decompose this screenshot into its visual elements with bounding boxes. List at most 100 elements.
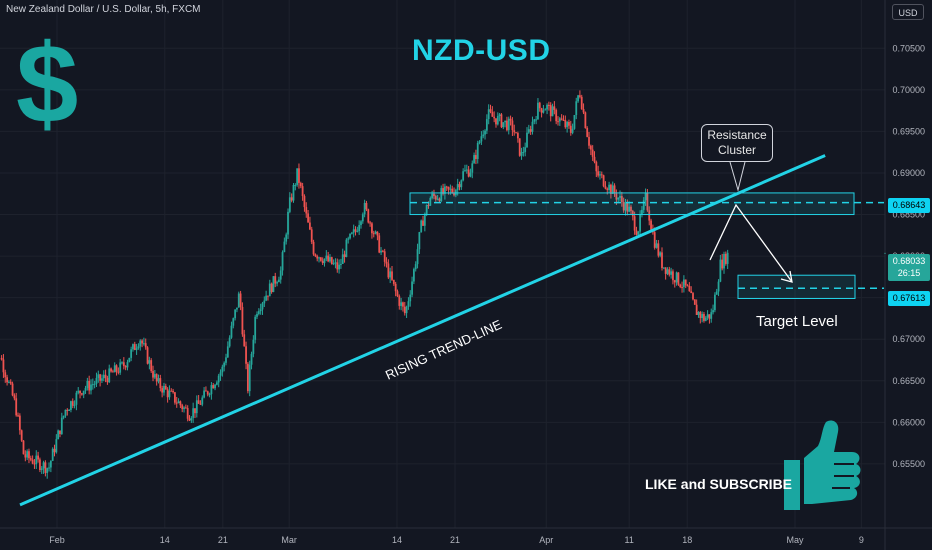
candle-body — [135, 348, 138, 351]
projection-arrowhead — [780, 270, 793, 283]
candle-body — [644, 192, 647, 201]
y-tick-label: 0.69000 — [892, 168, 925, 178]
candle-body — [37, 455, 39, 460]
candle-body — [277, 279, 280, 283]
candle-body — [31, 459, 34, 464]
candle-body — [537, 102, 539, 120]
candle-body — [330, 257, 333, 265]
candle-body — [610, 184, 612, 194]
candle-body — [9, 381, 12, 384]
candle-body — [314, 254, 317, 257]
candle-body — [223, 362, 226, 367]
candle-body — [662, 267, 665, 269]
candle-body — [276, 282, 278, 284]
candle-body — [179, 401, 182, 406]
candle-body — [509, 118, 512, 121]
candle-body — [2, 359, 5, 373]
candle-body — [111, 371, 114, 373]
candle-body — [59, 430, 61, 435]
candle-body — [531, 121, 534, 132]
candle-body — [316, 256, 319, 259]
candle-body — [547, 104, 550, 106]
candle-body — [146, 347, 149, 364]
candle-body — [717, 281, 720, 292]
candle-body — [93, 383, 96, 385]
candle-body — [71, 401, 74, 406]
candle-body — [268, 283, 271, 297]
x-tick-label: 11 — [624, 535, 633, 545]
resistance-price-tag: 0.68643 — [888, 198, 930, 213]
candle-body — [582, 109, 585, 113]
candle-body — [560, 118, 563, 120]
candle-body — [591, 149, 594, 157]
candle-body — [686, 285, 689, 287]
candle-body — [214, 384, 216, 389]
candle-body — [589, 145, 592, 150]
candle-body — [338, 264, 340, 270]
candle-body — [555, 109, 558, 122]
countdown-tag: 26:15 — [888, 266, 930, 281]
candle-body — [257, 311, 260, 314]
candle-body — [507, 118, 510, 131]
candle-body — [635, 230, 638, 235]
candle-body — [626, 202, 629, 212]
candle-body — [44, 462, 47, 473]
candle-body — [237, 293, 240, 308]
candle-body — [184, 407, 187, 409]
candle-body — [451, 188, 454, 193]
candle-body — [42, 462, 45, 469]
candle-body — [650, 220, 652, 230]
candle-body — [675, 272, 678, 283]
candle-body — [442, 188, 444, 194]
candle-body — [438, 198, 441, 202]
candle-body — [60, 417, 63, 435]
candle-body — [186, 408, 189, 419]
candle-body — [181, 405, 184, 410]
y-tick-label: 0.66500 — [892, 376, 925, 386]
candle-body — [197, 400, 200, 404]
candle-body — [688, 285, 691, 292]
candle-body — [137, 346, 140, 349]
candle-body — [699, 312, 702, 319]
candle-body — [664, 267, 667, 274]
candle-body — [701, 314, 704, 319]
candle-body — [343, 254, 346, 257]
candle-body — [194, 408, 196, 414]
candle-body — [538, 102, 541, 109]
currency-button[interactable]: USD — [892, 4, 924, 20]
candle-body — [504, 120, 507, 123]
candle-body — [29, 458, 32, 460]
candle-body — [49, 460, 52, 468]
candle-body — [433, 193, 435, 197]
candle-body — [190, 417, 193, 421]
candle-body — [90, 384, 92, 391]
candle-body — [619, 196, 621, 198]
candle-body — [557, 121, 559, 123]
candle-body — [232, 318, 235, 326]
candle-body — [11, 383, 14, 396]
candle-body — [622, 202, 625, 211]
candle-body — [205, 390, 207, 392]
trendline-label: RISING TREND-LINE — [383, 317, 504, 383]
x-tick-label: May — [786, 535, 804, 545]
candle-body — [360, 221, 362, 226]
candle-body — [403, 306, 406, 314]
candle-body — [692, 293, 694, 300]
candle-body — [690, 291, 693, 294]
candle-body — [113, 365, 116, 373]
candle-body — [20, 430, 23, 441]
resistance-callout: Resistance Cluster — [701, 124, 773, 162]
candle-body — [670, 271, 673, 275]
candle-body — [445, 186, 448, 188]
candle-body — [77, 390, 80, 393]
candle-body — [500, 114, 503, 128]
candle-body — [551, 106, 554, 117]
candle-body — [460, 180, 463, 188]
candle-body — [713, 294, 716, 311]
candle-body — [597, 171, 600, 176]
candle-body — [272, 276, 275, 293]
candle-body — [506, 120, 508, 131]
candle-body — [535, 119, 538, 121]
candle-body — [436, 198, 439, 200]
